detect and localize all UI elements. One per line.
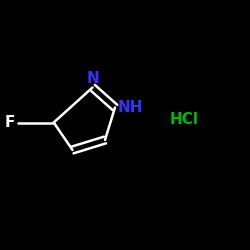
Text: N: N xyxy=(86,71,99,86)
Text: F: F xyxy=(5,115,15,130)
Text: NH: NH xyxy=(118,100,143,115)
Text: HCl: HCl xyxy=(170,112,199,128)
